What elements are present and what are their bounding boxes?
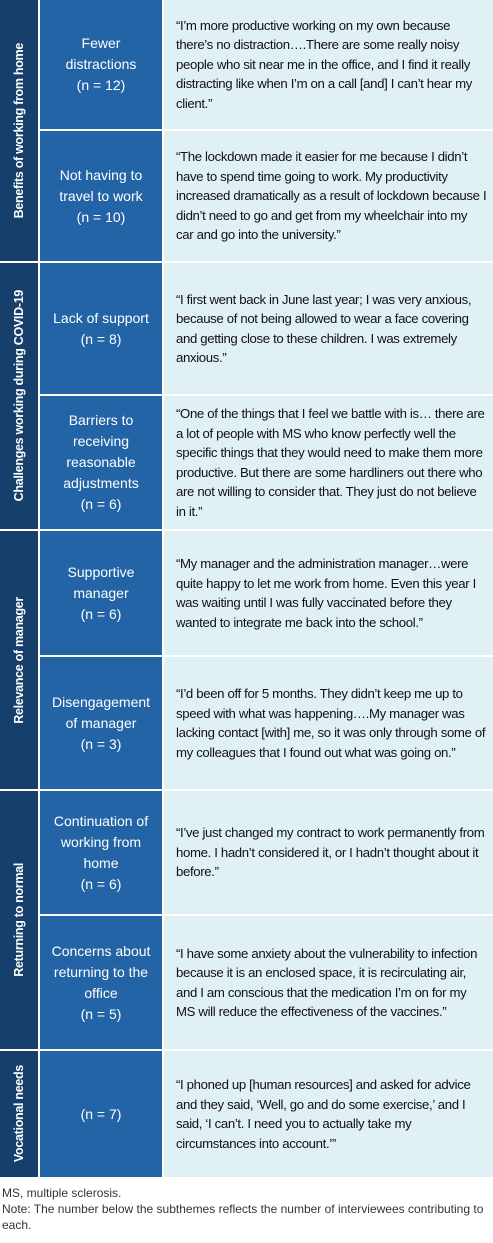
quote: “I phoned up [human resources] and asked…	[176, 1077, 471, 1151]
quote-cell: “I phoned up [human resources] and asked…	[163, 1050, 493, 1179]
quote-cell: “I have some anxiety about the vulnerabi…	[163, 915, 493, 1051]
theme-cell: Benefits of working from home	[0, 0, 40, 263]
quote: “My manager and the administration manag…	[176, 556, 476, 630]
quote-cell: “My manager and the administration manag…	[163, 530, 493, 657]
themes-table: Benefits of working from home Fewer distr…	[0, 0, 493, 1179]
subtheme-cell: Supportive manager (n = 6)	[39, 530, 164, 657]
footnote: MS, multiple sclerosis. Note: The number…	[0, 1179, 493, 1233]
subtheme-name: Concerns about returning to the office	[51, 942, 151, 1001]
subtheme-count: (n = 12)	[76, 77, 126, 93]
theme-cell: Challenges working during COVID-19	[0, 262, 40, 531]
row: Challenges working during COVID-19 Lack o…	[0, 262, 493, 531]
quote-cell: “I’m more productive working on my own b…	[163, 0, 493, 131]
row: Benefits of working from home Fewer distr…	[0, 0, 493, 263]
subtheme-count: (n = 7)	[80, 1105, 122, 1122]
subtheme-cell: Lack of support (n = 8)	[39, 262, 164, 396]
quote: “One of the things that I feel we battle…	[176, 406, 485, 519]
subtheme-name: Disengagement of manager	[51, 693, 151, 731]
subtheme-cell: Disengagement of manager (n = 3)	[39, 656, 164, 791]
quote: “The lockdown made it easier for me beca…	[176, 149, 487, 243]
theme-cell: Returning to normal	[0, 790, 40, 1051]
row: Relevance of manager Supportive manager (n…	[0, 530, 493, 791]
theme-label: Returning to normal	[12, 863, 26, 977]
quote: “I’d been off for 5 months. They didn’t …	[176, 686, 486, 760]
subtheme-count: (n = 6)	[80, 875, 122, 892]
subtheme-name: Continuation of working from home	[53, 812, 149, 871]
subtheme-name: Barriers to receiving reasonable adjustm…	[63, 412, 139, 491]
quote-cell: “I’d been off for 5 months. They didn’t …	[163, 656, 493, 791]
subtheme-count: (n = 3)	[80, 735, 122, 752]
quote-cell: “One of the things that I feel we battle…	[163, 395, 493, 531]
subtheme-cell: Concerns about returning to the office (n…	[39, 915, 164, 1051]
quote-cell: “I first went back in June last year; I …	[163, 262, 493, 396]
theme-label: Challenges working during COVID-19	[12, 290, 26, 502]
subtheme-count: (n = 10)	[76, 208, 126, 225]
quote: “I’ve just changed my contract to work p…	[176, 825, 485, 880]
subtheme-name: Lack of support	[53, 309, 149, 326]
subtheme-name: Fewer distractions	[65, 35, 137, 72]
row: Disengagement of manager (n = 3) “I’d been…	[0, 656, 493, 791]
row: Returning to normal Continuation of worki…	[0, 790, 493, 1051]
theme-label: Vocational needs	[12, 1065, 26, 1163]
theme-label: Benefits of working from home	[12, 42, 26, 219]
subtheme-cell: (n = 7)	[39, 1050, 164, 1179]
row: Vocational needs (n = 7) “I phoned up [hum…	[0, 1050, 493, 1179]
subtheme-cell: Not having to travel to work (n = 10)	[39, 130, 164, 263]
subtheme-count: (n = 6)	[80, 496, 122, 512]
subtheme-name: Supportive manager	[67, 563, 135, 601]
footnote-abbreviation: MS, multiple sclerosis.	[2, 1186, 122, 1200]
subtheme-count: (n = 8)	[80, 330, 122, 347]
subtheme-cell: Barriers to receiving reasonable adjustm…	[39, 395, 164, 531]
theme-cell: Relevance of manager	[0, 530, 40, 791]
subtheme-count: (n = 6)	[80, 605, 122, 622]
subtheme-count: (n = 5)	[80, 1005, 122, 1022]
quote-cell: “I’ve just changed my contract to work p…	[163, 790, 493, 916]
quote-cell: “The lockdown made it easier for me beca…	[163, 130, 493, 263]
quote: “I have some anxiety about the vulnerabi…	[176, 945, 478, 1020]
subtheme-cell: Fewer distractions (n = 12)	[39, 0, 164, 131]
row: Barriers to receiving reasonable adjustm…	[0, 395, 493, 531]
quote: “I’m more productive working on my own b…	[176, 17, 472, 111]
theme-label: Relevance of manager	[12, 596, 26, 724]
row: Concerns about returning to the office (n…	[0, 915, 493, 1051]
quote: “I first went back in June last year; I …	[176, 291, 472, 366]
row: Not having to travel to work (n = 10) “The…	[0, 130, 493, 263]
subtheme-name: Not having to travel to work	[59, 166, 143, 204]
subtheme-cell: Continuation of working from home (n = 6)	[39, 790, 164, 916]
theme-cell: Vocational needs	[0, 1050, 40, 1179]
footnote-note: Note: The number below the subthemes ref…	[2, 1202, 484, 1232]
